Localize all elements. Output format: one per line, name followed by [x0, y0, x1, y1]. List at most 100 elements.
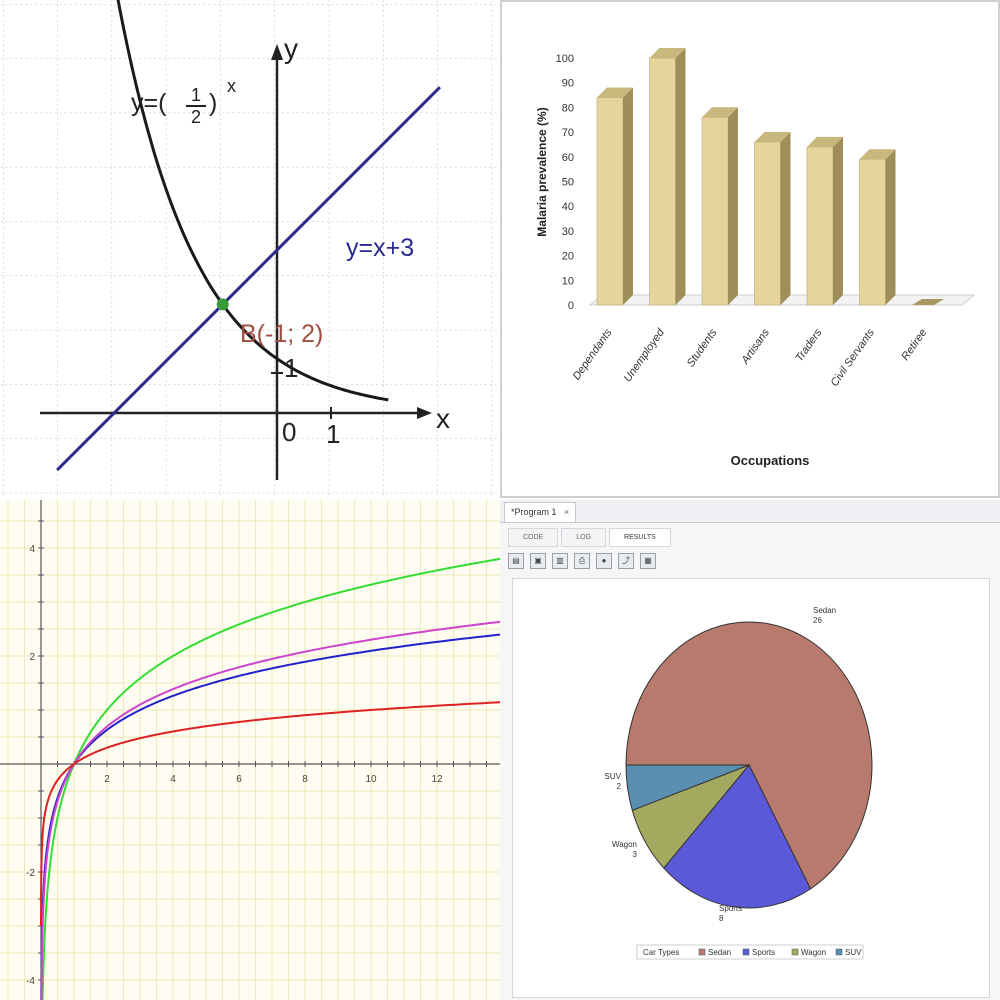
- legend-item-label: Sedan: [708, 948, 731, 957]
- y-tick-label: 10: [562, 275, 574, 287]
- person-icon[interactable]: ●: [596, 553, 612, 569]
- point-label: B(-1; 2): [240, 320, 323, 348]
- grid-icon[interactable]: ▦: [640, 553, 656, 569]
- bar: [596, 87, 633, 306]
- program-window: *Program 1 × CODE LOG RESULTS ▤ ▣ ▥ ⎙ ● ⤴ ▦ Seda…: [500, 500, 1000, 1000]
- y-tick-label: 80: [562, 102, 574, 114]
- y-axis-title: Malaria prevalence (%): [535, 107, 549, 236]
- window-tab-bar: *Program 1 ×: [500, 500, 1000, 523]
- y-tick-label: 1: [284, 353, 298, 383]
- bar-top: [807, 136, 843, 147]
- legend-swatch: [791, 948, 799, 956]
- graph-icon[interactable]: ⤴: [618, 553, 634, 569]
- pie-slice-suv: [625, 764, 750, 811]
- bar-side: [833, 136, 843, 305]
- curve-label-prefix: y=(: [131, 89, 167, 117]
- y-tick-label: 2: [29, 652, 35, 663]
- x-tick-label: Unemployed: [622, 326, 668, 384]
- curve-label: y=( 1 2 ) x: [131, 76, 236, 127]
- pie-slices: [625, 621, 873, 909]
- program-tab-label: *Program 1: [511, 507, 557, 517]
- legend-item-label: SUV: [845, 948, 862, 957]
- legend-swatch: [742, 948, 750, 956]
- x-tick-label: Retiree: [899, 327, 929, 363]
- x-tick-label: Traders: [793, 326, 824, 364]
- bar-top: [702, 107, 738, 118]
- slice-label-name: Sports: [719, 904, 742, 913]
- point-b: [216, 298, 229, 311]
- y-axis-label: y: [284, 33, 298, 64]
- bar-top: [649, 48, 686, 58]
- bar-front: [806, 146, 834, 306]
- bar-flat: [912, 299, 944, 305]
- bar-chart: 0 10 20 30 40 50 60 70 80 90 100 Dependants Unemplo…: [535, 48, 976, 468]
- exponential-curve: [116, 0, 389, 402]
- ln-curve: [40, 620, 500, 1000]
- program-tab[interactable]: *Program 1 ×: [504, 502, 577, 522]
- log-graph-panel: 2 4 6 8 10 12 4 2 -2 -4: [0, 500, 500, 1000]
- bar-side: [780, 131, 791, 305]
- slice-label-value: 3: [633, 850, 638, 859]
- bar-front: [754, 141, 781, 306]
- x-tick-label: Artisans: [739, 326, 772, 367]
- x-tick-label: Dependants: [571, 326, 615, 382]
- y-tick-label: 90: [562, 78, 574, 90]
- bar-top: [754, 131, 791, 142]
- bar-side: [885, 149, 896, 305]
- y-tick-label: -2: [26, 868, 35, 879]
- subtab-bar: CODE LOG RESULTS: [508, 526, 674, 547]
- slice-label-name: Sedan: [813, 606, 836, 615]
- bar-side: [623, 87, 633, 306]
- tab-code[interactable]: CODE: [508, 528, 559, 547]
- bar: [649, 48, 686, 306]
- bar-top: [597, 87, 633, 98]
- x-axis-title: Occupations: [731, 453, 810, 468]
- x-tick-label: 6: [236, 774, 242, 785]
- bar-top: [859, 149, 896, 160]
- grid: [0, 500, 500, 1000]
- print-icon[interactable]: ⎙: [574, 553, 590, 569]
- y-tick-label: 0: [568, 300, 574, 312]
- bar-chart-panel: 0 10 20 30 40 50 60 70 80 90 100 Dependants Unemplo…: [500, 0, 1000, 498]
- bar-side: [675, 48, 686, 305]
- curves: [40, 557, 500, 1000]
- legend-title: Car Types: [643, 948, 679, 957]
- tab-log[interactable]: LOG: [561, 528, 607, 547]
- legend-item-label: Sports: [752, 948, 775, 957]
- curve-label-suffix: ): [209, 89, 217, 117]
- y-tick-label: 100: [556, 53, 574, 65]
- y-tick-label: 60: [562, 152, 574, 164]
- log-graph: 2 4 6 8 10 12 4 2 -2 -4: [0, 500, 500, 1000]
- y-axis-arrow: [271, 44, 283, 60]
- bar: [806, 136, 843, 306]
- copy-icon[interactable]: ▣: [530, 553, 546, 569]
- tab-results[interactable]: RESULTS: [609, 528, 671, 547]
- origin-label: 0: [282, 417, 296, 447]
- ticks: 2 4 6 8 10 12 4 2 -2 -4: [26, 520, 487, 987]
- results-area: Sedan 26 Sports 8 Wagon 3 SUV 2 Car Types Sedan S…: [512, 578, 990, 998]
- y-tick-label: 70: [562, 127, 574, 139]
- x-tick-label: 10: [365, 774, 377, 785]
- bar: [701, 107, 738, 306]
- x-axis-label: x: [436, 403, 450, 434]
- save-icon[interactable]: ▤: [508, 553, 524, 569]
- legend: Car Types Sedan Sports Wagon SUV: [636, 944, 864, 960]
- export-icon[interactable]: ▥: [552, 553, 568, 569]
- exponential-graph-panel: y x 0 1 1 y=x+3 B(-1; 2) y=( 1 2 ) x: [0, 0, 498, 498]
- slice-label-name: SUV: [605, 772, 622, 781]
- x-axis-arrow: [417, 407, 432, 419]
- x-tick-label: 4: [170, 774, 176, 785]
- x-tick-label: 2: [104, 774, 110, 785]
- x-tick-label: Civil Servants: [829, 326, 878, 388]
- bar-front: [859, 158, 886, 306]
- close-icon[interactable]: ×: [564, 507, 570, 517]
- log2-curve: [41, 557, 500, 1000]
- y-tick-label: 20: [562, 251, 574, 263]
- curve-label-denominator: 2: [191, 107, 201, 127]
- y-tick-label: -4: [26, 976, 35, 987]
- line-label: y=x+3: [346, 234, 414, 262]
- log10-curve: [40, 701, 500, 926]
- x-tick-label: 1: [326, 419, 340, 449]
